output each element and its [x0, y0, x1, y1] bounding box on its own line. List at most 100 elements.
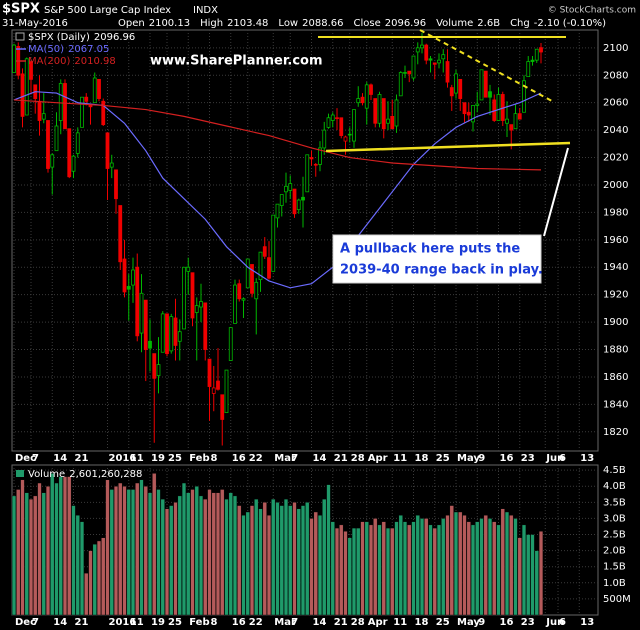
candle-body [148, 340, 152, 349]
quote: Open 2100.13 High 2103.48 Low 2088.66 Close 209… [118, 18, 606, 29]
volume-bar [373, 518, 378, 616]
volume-bar [224, 498, 229, 616]
candle-body [275, 203, 280, 219]
volume-bar [530, 534, 535, 616]
legend-swatch [15, 32, 25, 41]
candle-body [292, 188, 297, 215]
volume-bar [109, 489, 114, 616]
volume-bar [169, 505, 174, 616]
y-tick-label: 1860 [603, 372, 628, 383]
volume-bar [326, 484, 331, 616]
candle-body [58, 83, 63, 121]
volume-bar [96, 540, 102, 616]
volume-bar [453, 511, 459, 616]
x-tick-label: Dec [15, 617, 36, 628]
candle-body [479, 69, 484, 101]
volume-bar [436, 524, 442, 616]
candle-body [216, 380, 220, 390]
candle-body [114, 169, 118, 200]
volume-bar [160, 498, 165, 616]
volume-bar [152, 473, 157, 616]
x-tick-label: 13 [580, 453, 594, 464]
candle-body [356, 98, 361, 104]
y-tick-label: 3.0B [603, 513, 626, 524]
candle-body [513, 113, 518, 130]
candle-body [296, 199, 301, 211]
volume-bar [415, 515, 420, 616]
volume-bar [279, 505, 284, 616]
quote-value: 2.6B [477, 18, 500, 29]
candle-body [420, 44, 424, 49]
volume-bar [11, 495, 17, 616]
candle-body [445, 61, 450, 83]
volume-bar [470, 524, 476, 616]
volume-bar [143, 486, 148, 616]
x-tick-label: Feb [189, 453, 209, 464]
candle-body [539, 47, 543, 53]
x-tick-label: Apr [368, 617, 388, 628]
x-tick-label: 2016 [109, 453, 137, 464]
volume-bar [54, 482, 59, 616]
volume-bar [241, 515, 246, 616]
x-tick-label: Mar [274, 453, 296, 464]
volume-bar [258, 508, 263, 616]
volume-bar [20, 479, 25, 616]
candle-body [122, 258, 127, 293]
y-tick-label: 1920 [603, 290, 628, 301]
candle-body [203, 302, 208, 350]
candle-body [305, 154, 310, 193]
x-tick-label: 21 [75, 453, 89, 464]
candle-body [318, 147, 322, 165]
volume-bar [275, 502, 280, 616]
candle-body [458, 78, 463, 99]
x-tick-label: 22 [249, 453, 263, 464]
volume-bar [496, 524, 501, 616]
candle-body [143, 299, 148, 350]
volume-bar [62, 476, 68, 616]
candle-body [437, 59, 441, 64]
x-tick-label: 18 [415, 453, 429, 464]
candle-body [373, 98, 378, 124]
candle-body [313, 163, 318, 166]
volume-bar [164, 508, 170, 616]
candle-body [424, 44, 429, 61]
x-tick-label: 14 [313, 453, 327, 464]
volume-bar [424, 518, 429, 616]
callout-text: 2039-40 range back in play. [340, 263, 543, 278]
y-tick-label: 1900 [603, 317, 628, 328]
volume-bar [16, 489, 21, 616]
candle-body [71, 155, 76, 172]
y-tick-label: 1840 [603, 399, 628, 410]
candle-body [352, 109, 356, 142]
candle-body [207, 358, 212, 387]
legend-label: MA(200) [28, 56, 70, 67]
volume-bar [309, 518, 314, 616]
candle-body [403, 72, 407, 74]
x-tick-label: 16 [232, 617, 246, 628]
volume-bar [211, 492, 216, 616]
quote-label: High [200, 18, 223, 29]
y-tick-label: 500M [603, 594, 631, 605]
volume-bar [262, 502, 267, 616]
y-tick-label: 2.0B [603, 546, 626, 557]
volume-bar [207, 489, 212, 616]
candle-body [80, 96, 84, 128]
y-tick-label: 2100 [603, 43, 628, 54]
volume-bar [28, 498, 34, 616]
quote-label: Chg [510, 18, 530, 29]
x-tick-label: Mar [274, 617, 296, 628]
candle-body [220, 394, 225, 420]
x-tick-label: 11 [393, 453, 407, 464]
y-tick-label: 2000 [603, 180, 628, 191]
volume-bar [526, 534, 531, 616]
volume-bar [139, 479, 144, 616]
candle-body [449, 87, 454, 97]
volume-bar [521, 524, 527, 616]
volume-bar [181, 482, 187, 616]
volume-bar [364, 521, 369, 616]
candle-body [29, 61, 33, 80]
candle-body [505, 118, 509, 124]
quote-label: Volume [436, 18, 473, 29]
x-tick-label: 25 [436, 453, 450, 464]
